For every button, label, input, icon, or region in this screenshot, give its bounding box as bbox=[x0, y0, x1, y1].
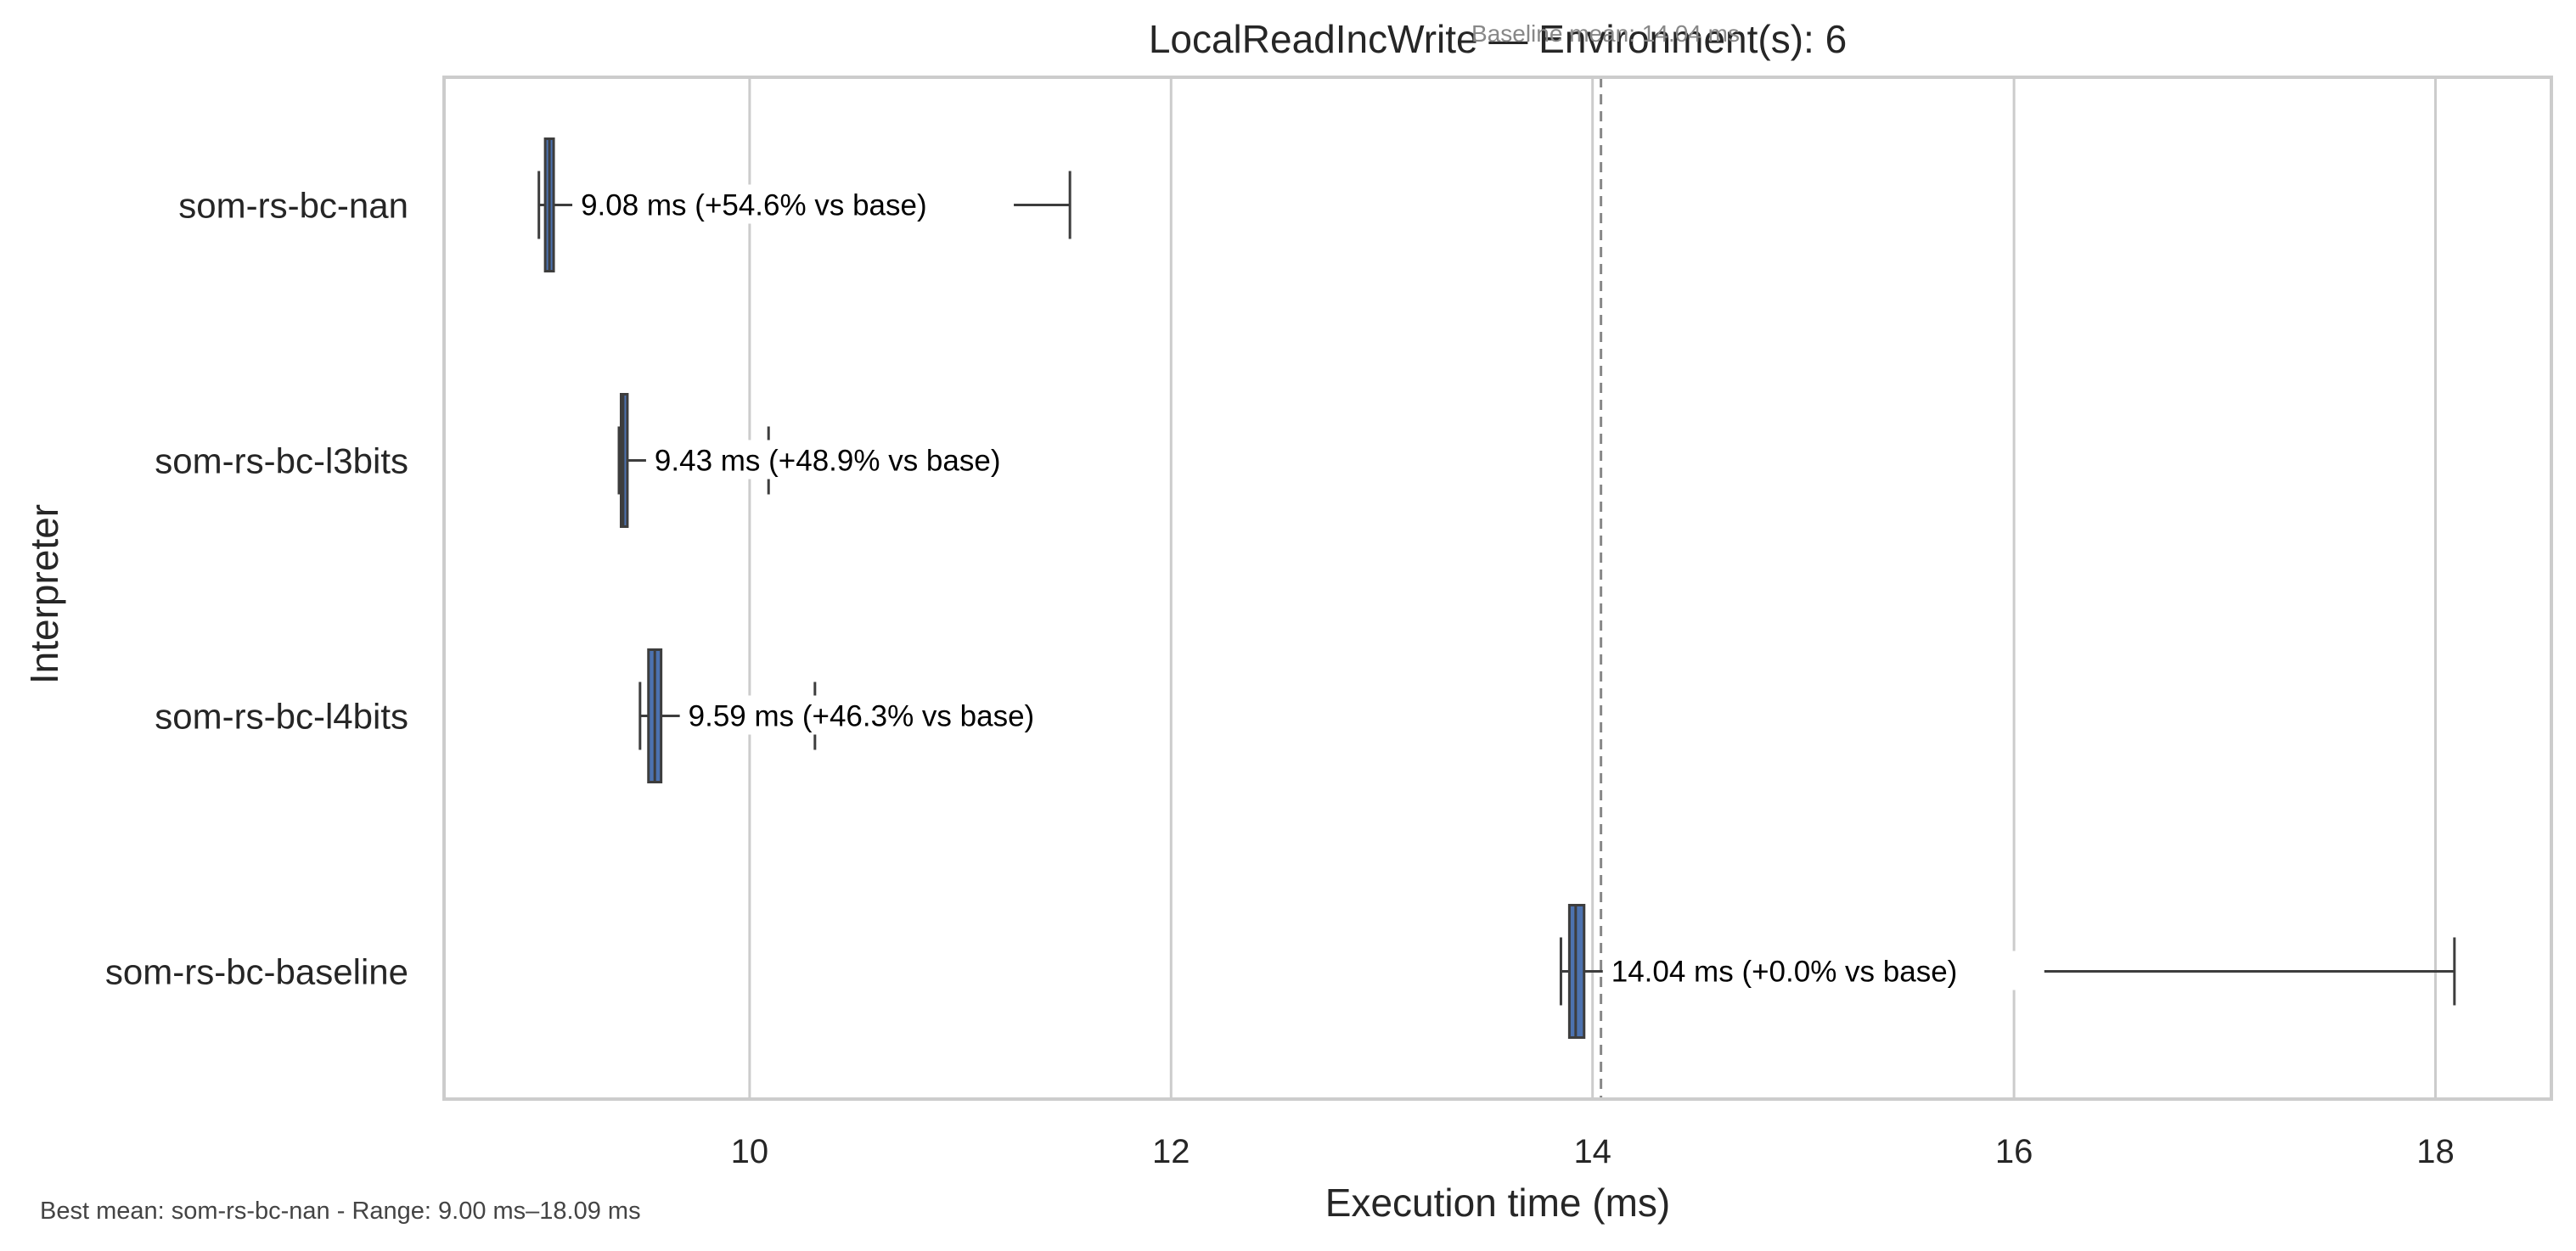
value-label-background bbox=[572, 184, 1015, 224]
grid-lines bbox=[748, 77, 2437, 1099]
value-label-background bbox=[679, 695, 1122, 735]
x-tick-label: 16 bbox=[1995, 1133, 2033, 1170]
value-label-background bbox=[1602, 951, 2044, 990]
box-som-rs-bc-l4bits bbox=[638, 648, 817, 783]
y-tick-label: som-rs-bc-l4bits bbox=[155, 697, 408, 737]
y-tick-label: som-rs-bc-nan bbox=[178, 186, 408, 226]
x-tick-labels: 10 12 14 16 18 bbox=[731, 1133, 2455, 1170]
chart-title: LocalReadIncWrite — Environment(s): 6 bbox=[1149, 17, 1847, 61]
x-tick-label: 18 bbox=[2416, 1133, 2455, 1170]
x-tick-label: 12 bbox=[1152, 1133, 1190, 1170]
x-axis-label: Execution time (ms) bbox=[1325, 1181, 1670, 1225]
baseline-mean-overlay: Baseline mean: 14.04 ms bbox=[1471, 20, 1740, 47]
y-tick-label: som-rs-bc-l3bits bbox=[155, 441, 408, 481]
value-label-background bbox=[645, 440, 1088, 480]
x-tick-label: 10 bbox=[731, 1133, 769, 1170]
y-tick-labels: som-rs-bc-nan som-rs-bc-l3bits som-rs-bc-l… bbox=[105, 186, 408, 992]
value-label: 14.04 ms (+0.0% vs base) bbox=[1611, 956, 1958, 989]
plot-frame bbox=[442, 76, 2553, 1101]
x-tick-label: 14 bbox=[1573, 1133, 1611, 1170]
value-label: 9.43 ms (+48.9% vs base) bbox=[655, 445, 1001, 478]
footer-summary: Best mean: som-rs-bc-nan - Range: 9.00 m… bbox=[40, 1198, 641, 1225]
y-axis-label: Interpreter bbox=[22, 504, 66, 684]
value-label: 9.59 ms (+46.3% vs base) bbox=[689, 700, 1035, 733]
value-label: 9.08 ms (+54.6% vs base) bbox=[581, 189, 927, 222]
value-labels: 9.08 ms (+54.6% vs base) 9.43 ms (+48.9% … bbox=[572, 184, 2044, 990]
y-tick-label: som-rs-bc-baseline bbox=[105, 952, 408, 992]
